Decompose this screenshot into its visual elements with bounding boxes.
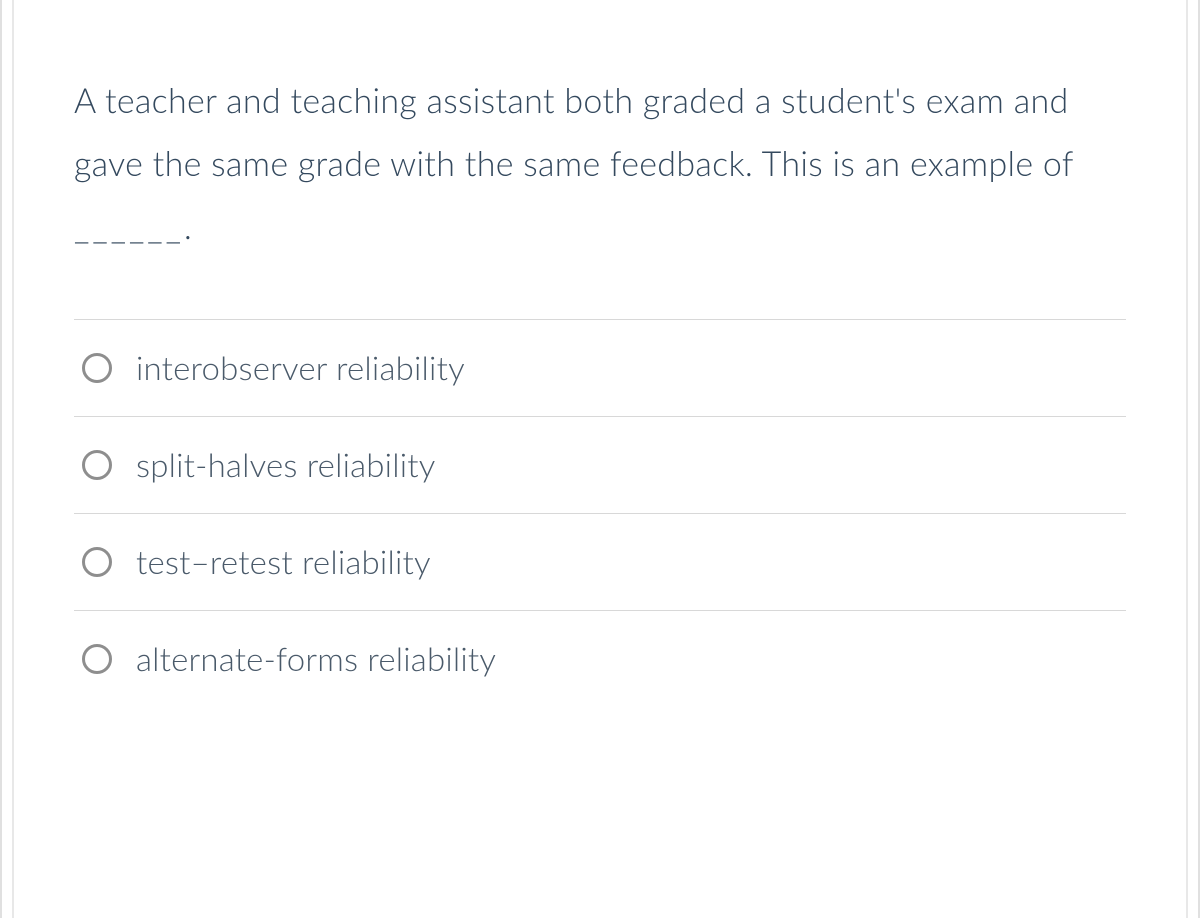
option-label: interobserver reliability [136, 348, 465, 388]
radio-icon[interactable] [82, 353, 112, 383]
radio-icon[interactable] [82, 644, 112, 674]
question-card: A teacher and teaching assistant both gr… [12, 0, 1188, 918]
option-row-1[interactable]: split-halves reliability [74, 416, 1126, 513]
radio-icon[interactable] [82, 450, 112, 480]
radio-icon[interactable] [82, 547, 112, 577]
question-blank: ______ [74, 196, 184, 259]
question-text: A teacher and teaching assistant both gr… [74, 70, 1126, 259]
option-label: split-halves reliability [136, 445, 436, 485]
question-text-part2: . [184, 206, 192, 247]
option-row-2[interactable]: test–retest reliability [74, 513, 1126, 610]
option-row-3[interactable]: alternate-forms reliability [74, 610, 1126, 707]
outer-container: A teacher and teaching assistant both gr… [0, 0, 1200, 918]
option-label: alternate-forms reliability [136, 639, 496, 679]
option-row-0[interactable]: interobserver reliability [74, 319, 1126, 416]
option-label: test–retest reliability [136, 542, 431, 582]
question-text-part1: A teacher and teaching assistant both gr… [74, 80, 1073, 184]
options-list: interobserver reliability split-halves r… [74, 319, 1126, 707]
